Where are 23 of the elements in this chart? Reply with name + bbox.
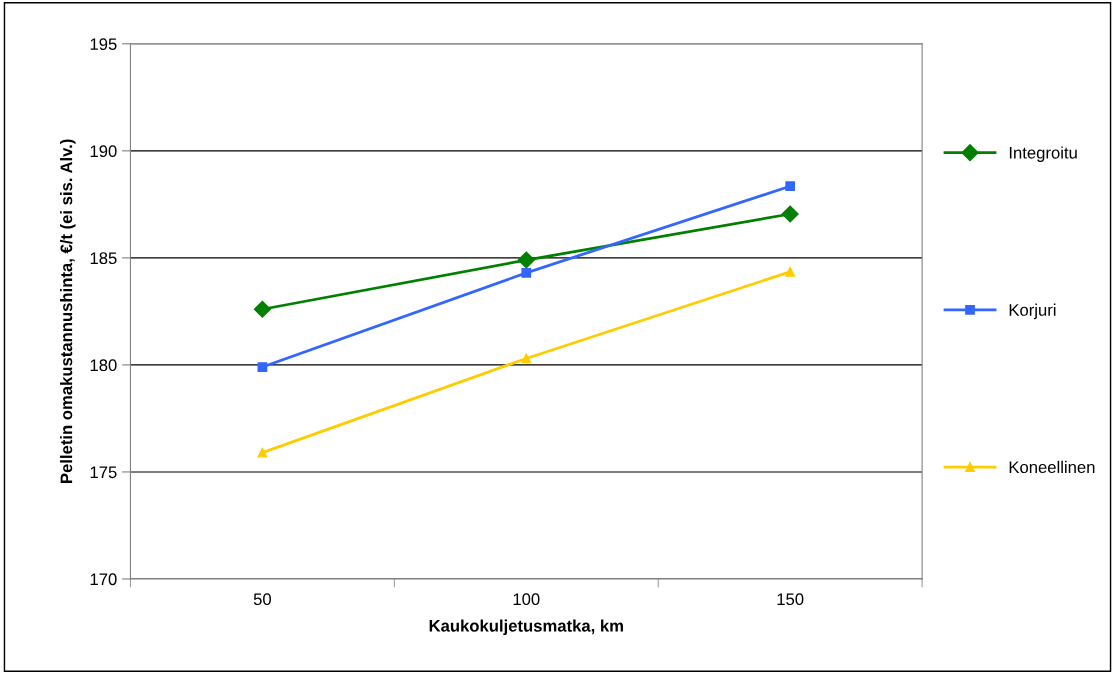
legend-label: Koneellinen bbox=[1009, 460, 1095, 474]
point bbox=[253, 300, 271, 318]
y-tick-label: 175 bbox=[90, 466, 117, 479]
y-tick-label: 195 bbox=[90, 38, 117, 51]
point bbox=[521, 353, 532, 364]
x-tick-label: 150 bbox=[777, 593, 804, 606]
x-axis-title: Kaukokuljetusmatka, km bbox=[429, 619, 623, 636]
point bbox=[257, 362, 268, 372]
x-tick-label: 100 bbox=[513, 593, 540, 606]
y-tick-label: 170 bbox=[90, 573, 117, 586]
legend-label: Integroitu bbox=[1009, 146, 1077, 162]
point bbox=[521, 267, 532, 278]
legend-label: Korjuri bbox=[1009, 303, 1056, 320]
y-tick-label: 180 bbox=[90, 359, 117, 372]
point bbox=[785, 181, 796, 192]
y-axis-title: Pelletin omakustannushinta, €/t (ei sis. Alv.) bbox=[60, 139, 76, 483]
y-tick-label: 185 bbox=[90, 252, 117, 265]
y-tick-label: 190 bbox=[90, 145, 117, 158]
point bbox=[257, 447, 268, 458]
point bbox=[781, 205, 799, 223]
point bbox=[785, 266, 796, 277]
point bbox=[517, 251, 535, 269]
x-tick-label: 50 bbox=[253, 593, 272, 606]
